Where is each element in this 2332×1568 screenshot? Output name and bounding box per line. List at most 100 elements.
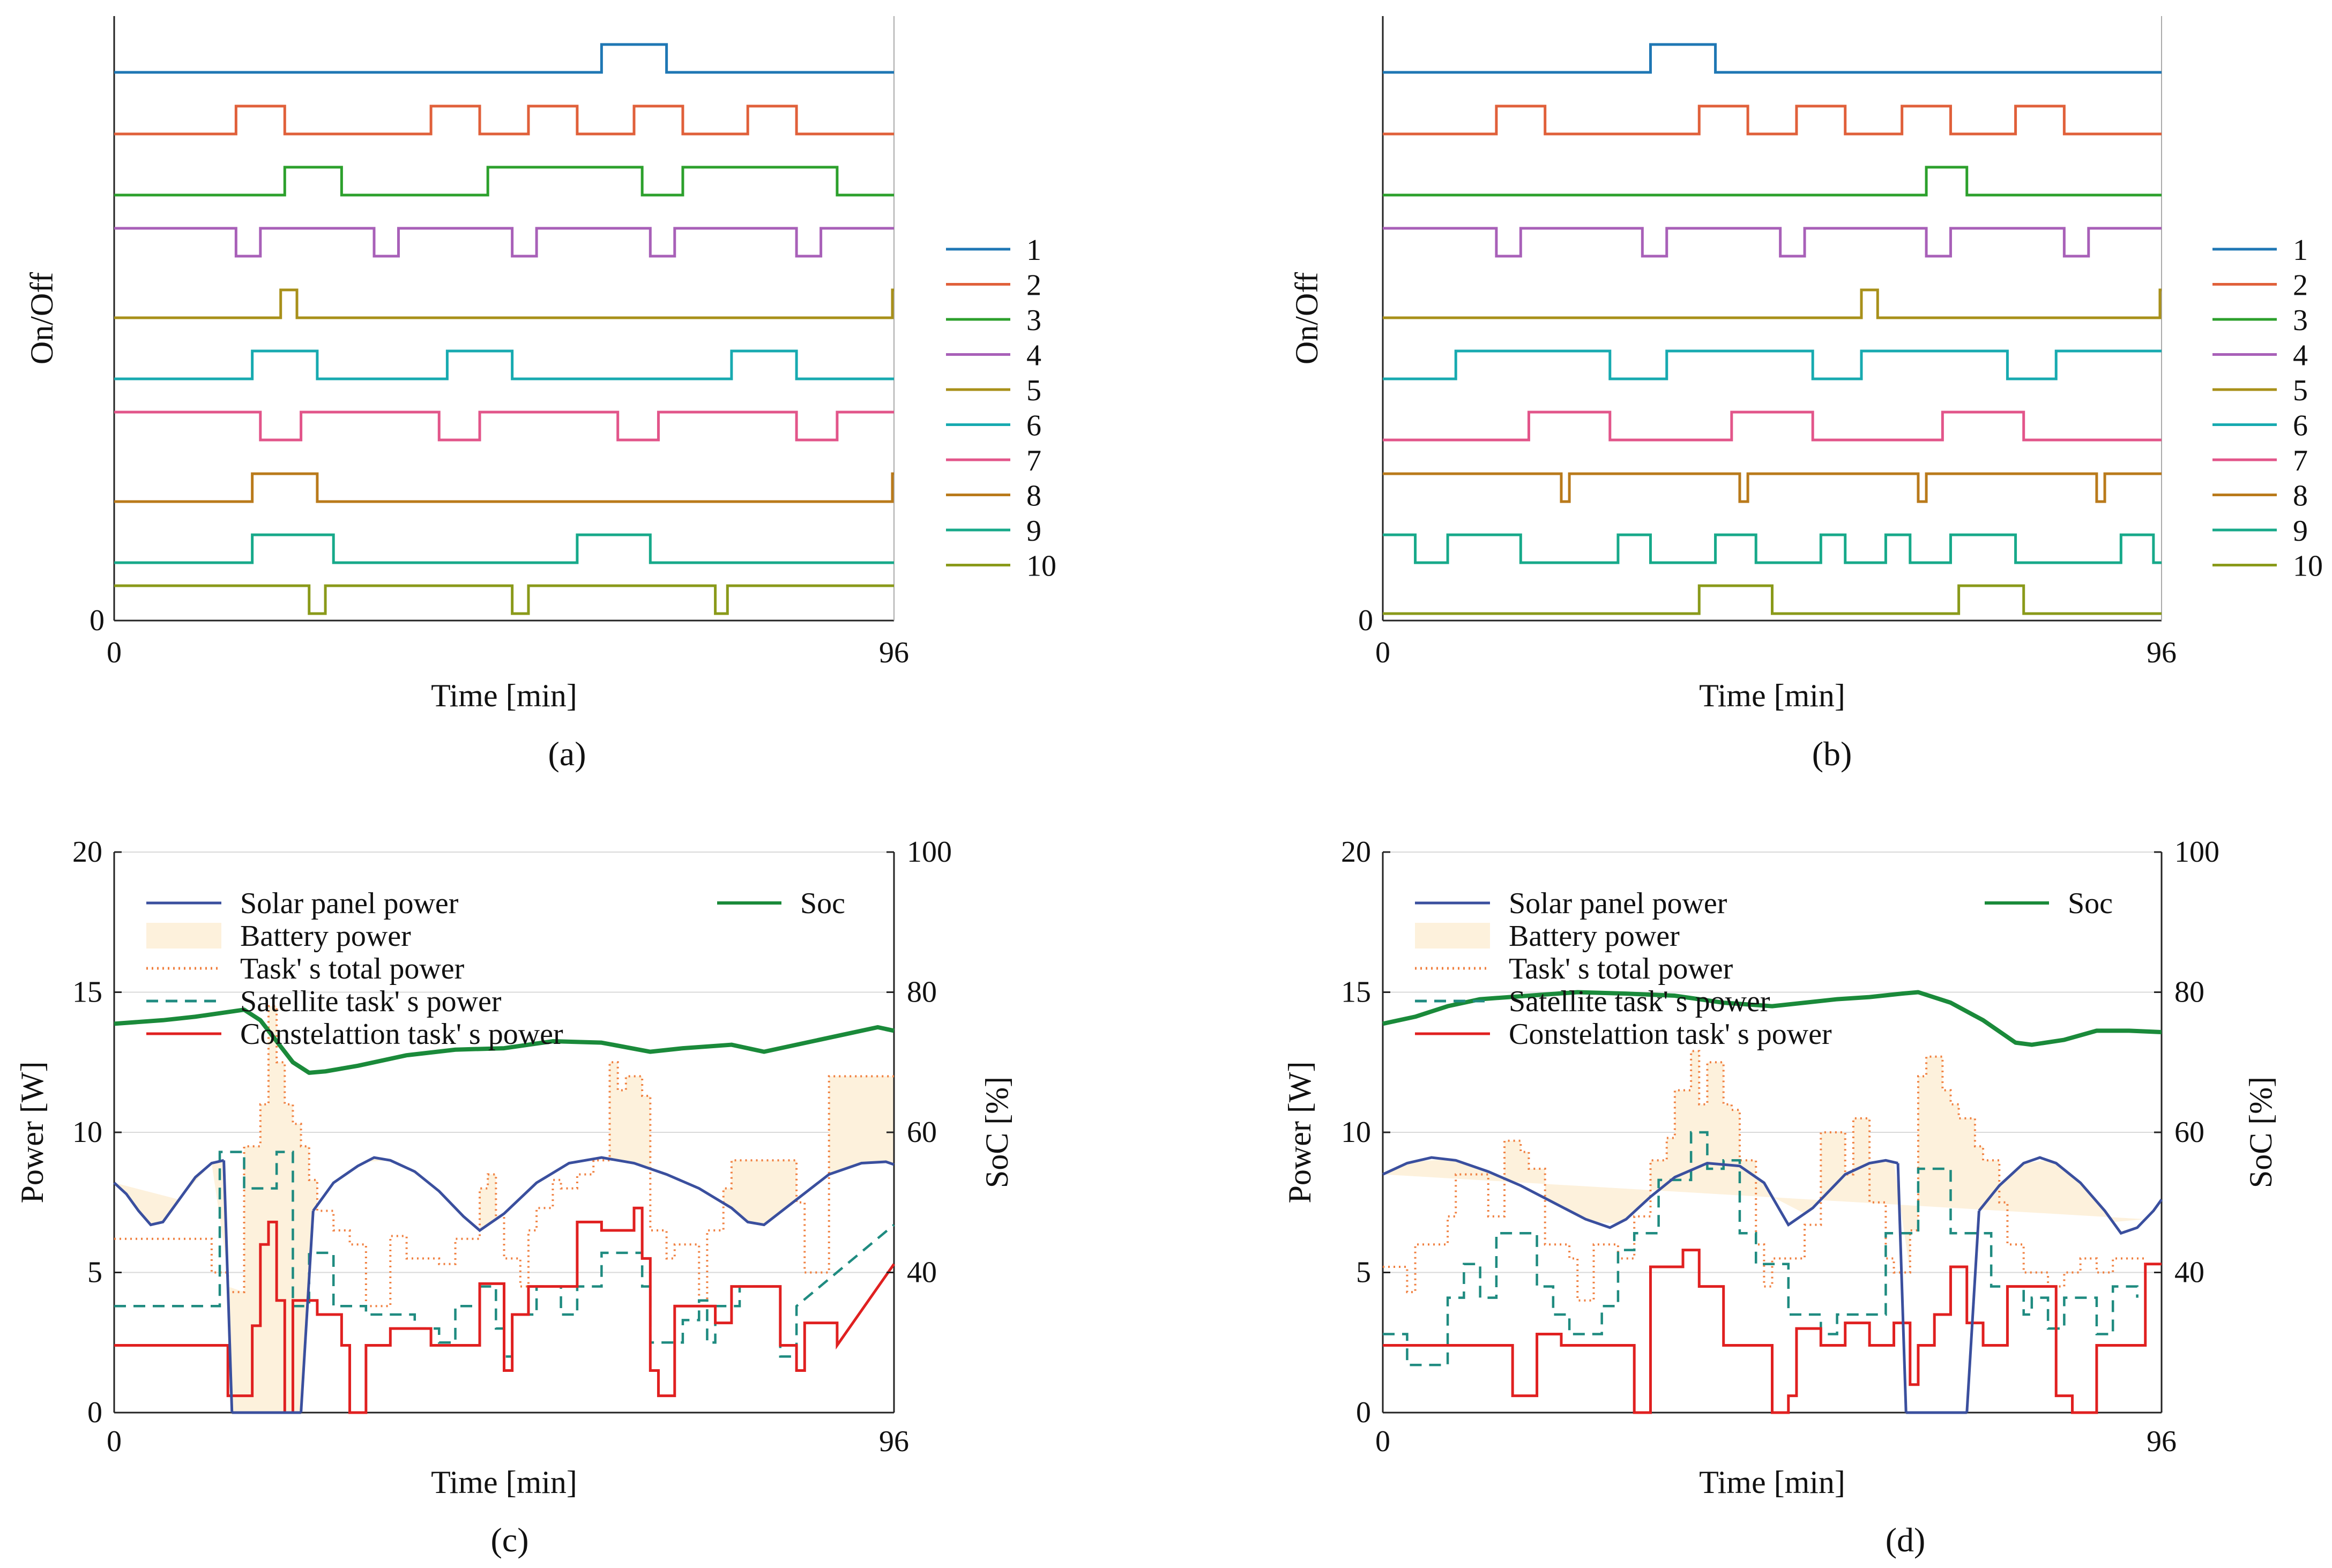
y-axis-label: On/Off [24, 272, 59, 364]
legend-label-1: 1 [1026, 234, 1041, 267]
y-tick-label: 15 [72, 976, 102, 1009]
y-tick-label: 0 [90, 604, 105, 637]
x-tick-label: 96 [879, 636, 909, 669]
legend-swatch-battery [146, 923, 221, 949]
series-line-8 [114, 472, 894, 503]
panel-d-power-chart: 0 5 10 15 20 40 60 80 100 0 96 Time [min] Power [W] S… [1282, 835, 2278, 1500]
series-line-6 [1383, 349, 2162, 380]
series-line-8 [1383, 472, 2162, 503]
y-tick-label: 5 [87, 1256, 102, 1289]
legend-swatch-battery [1415, 923, 1490, 949]
y-tick-label: 15 [1341, 976, 1371, 1009]
series-line-5 [1383, 288, 2162, 319]
battery-power-area [114, 1006, 894, 1413]
y-axis-label: On/Off [1289, 272, 1324, 364]
legend-label-soc: Soc [800, 887, 845, 920]
y-tick-label: 10 [72, 1116, 102, 1149]
legend-label-3: 3 [2293, 304, 2308, 337]
soc-line [1382, 990, 2162, 1047]
x-axis-label: Time [min] [431, 678, 577, 713]
y2-tick-label: 40 [907, 1256, 937, 1289]
y-tick-label: 20 [1341, 835, 1371, 869]
panel-c-power-chart: 0 5 10 15 20 40 60 80 100 0 96 Time [min] Power [W] S… [14, 835, 1015, 1500]
series-line-4 [1383, 227, 2162, 258]
y2-tick-label: 100 [907, 835, 952, 869]
y2-tick-label: 80 [907, 976, 937, 1009]
solar-panel-power-line [300, 1211, 315, 1413]
solar-panel-power-line [1978, 1156, 2163, 1235]
legend-label-task_total: Task' s total power [240, 952, 465, 985]
legend-label-soc: Soc [2068, 887, 2113, 920]
y-tick-label: 20 [72, 835, 102, 869]
caption-c: (c) [490, 1521, 528, 1559]
legend-label-7: 7 [1026, 444, 1041, 477]
series-line-3 [1383, 166, 2162, 197]
series-line-1 [1383, 43, 2162, 74]
legend-label-5: 5 [1026, 374, 1041, 407]
x-tick-label: 0 [1375, 1425, 1390, 1458]
legend-label-10: 10 [1026, 550, 1056, 583]
x-tick-label: 0 [1375, 636, 1390, 669]
soc-line [114, 1007, 895, 1075]
task-total-power-line [1383, 1050, 2145, 1302]
legend-label-task_total: Task' s total power [1509, 952, 1733, 985]
series-line-7 [1383, 410, 2162, 442]
y2-tick-label: 40 [2174, 1256, 2204, 1289]
y-axis-label: Power [W] [1282, 1062, 1317, 1204]
solar-panel-power-line [113, 1159, 225, 1227]
series-line-4 [114, 227, 894, 258]
y2-tick-label: 60 [2174, 1116, 2204, 1149]
series-line-6 [114, 349, 894, 380]
legend-label-battery: Battery power [1509, 920, 1680, 953]
legend-label-solar: Solar panel power [1509, 887, 1727, 920]
x-tick-label: 0 [107, 636, 122, 669]
satellite-task-power-line [1383, 1131, 2139, 1367]
x-tick-label: 0 [107, 1425, 122, 1458]
y-tick-label: 0 [1358, 604, 1373, 637]
legend-label-10: 10 [2293, 550, 2323, 583]
caption-a: (a) [548, 735, 586, 773]
x-axis-label: Time [min] [1699, 678, 1845, 713]
series-line-2 [1383, 104, 2162, 136]
legend-label-8: 8 [2293, 480, 2308, 513]
solar-panel-power-line [222, 1160, 234, 1413]
x-tick-label: 96 [2147, 1425, 2177, 1458]
legend-label-7: 7 [2293, 444, 2308, 477]
series-line-9 [114, 533, 894, 564]
x-axis-label: Time [min] [1699, 1465, 1845, 1500]
legend-label-6: 6 [1026, 409, 1041, 443]
y-tick-label: 5 [1356, 1256, 1371, 1289]
caption-d: (d) [1886, 1521, 1926, 1559]
solar-panel-power-line [312, 1156, 895, 1233]
legend-label-solar: Solar panel power [240, 887, 459, 920]
legend-label-5: 5 [2293, 374, 2308, 407]
y2-axis-label: SoC [%] [979, 1077, 1015, 1188]
y2-tick-label: 80 [2174, 976, 2204, 1009]
series-line-9 [1383, 533, 2162, 564]
y2-tick-label: 100 [2174, 835, 2219, 869]
legend-label-9: 9 [2293, 514, 2308, 548]
series-line-3 [114, 166, 894, 197]
series-line-5 [114, 288, 894, 319]
legend-label-2: 2 [1026, 269, 1041, 302]
legend-label-battery: Battery power [240, 920, 411, 953]
solar-panel-power-line [1965, 1211, 1980, 1413]
legend-label-constellation: Constelattion task' s power [1509, 1018, 1832, 1051]
legend-label-8: 8 [1026, 480, 1041, 513]
y-axis-label: Power [W] [14, 1062, 50, 1204]
legend-label-4: 4 [1026, 339, 1041, 372]
legend-label-satellite: Satellite task' s power [1509, 985, 1770, 1018]
series-line-10 [114, 584, 894, 615]
legend-label-constellation: Constelattion task' s power [240, 1018, 563, 1051]
solar-panel-power-line [1382, 1156, 1898, 1229]
constellation-task-power-line [114, 1206, 896, 1414]
solar-panel-power-line [1896, 1163, 1908, 1413]
x-axis-label: Time [min] [431, 1465, 577, 1500]
constellation-task-power-line [1383, 1249, 2162, 1414]
x-tick-label: 96 [879, 1425, 909, 1458]
series-line-2 [114, 104, 894, 136]
y-tick-label: 10 [1341, 1116, 1371, 1149]
task-total-power-line [114, 1005, 894, 1308]
